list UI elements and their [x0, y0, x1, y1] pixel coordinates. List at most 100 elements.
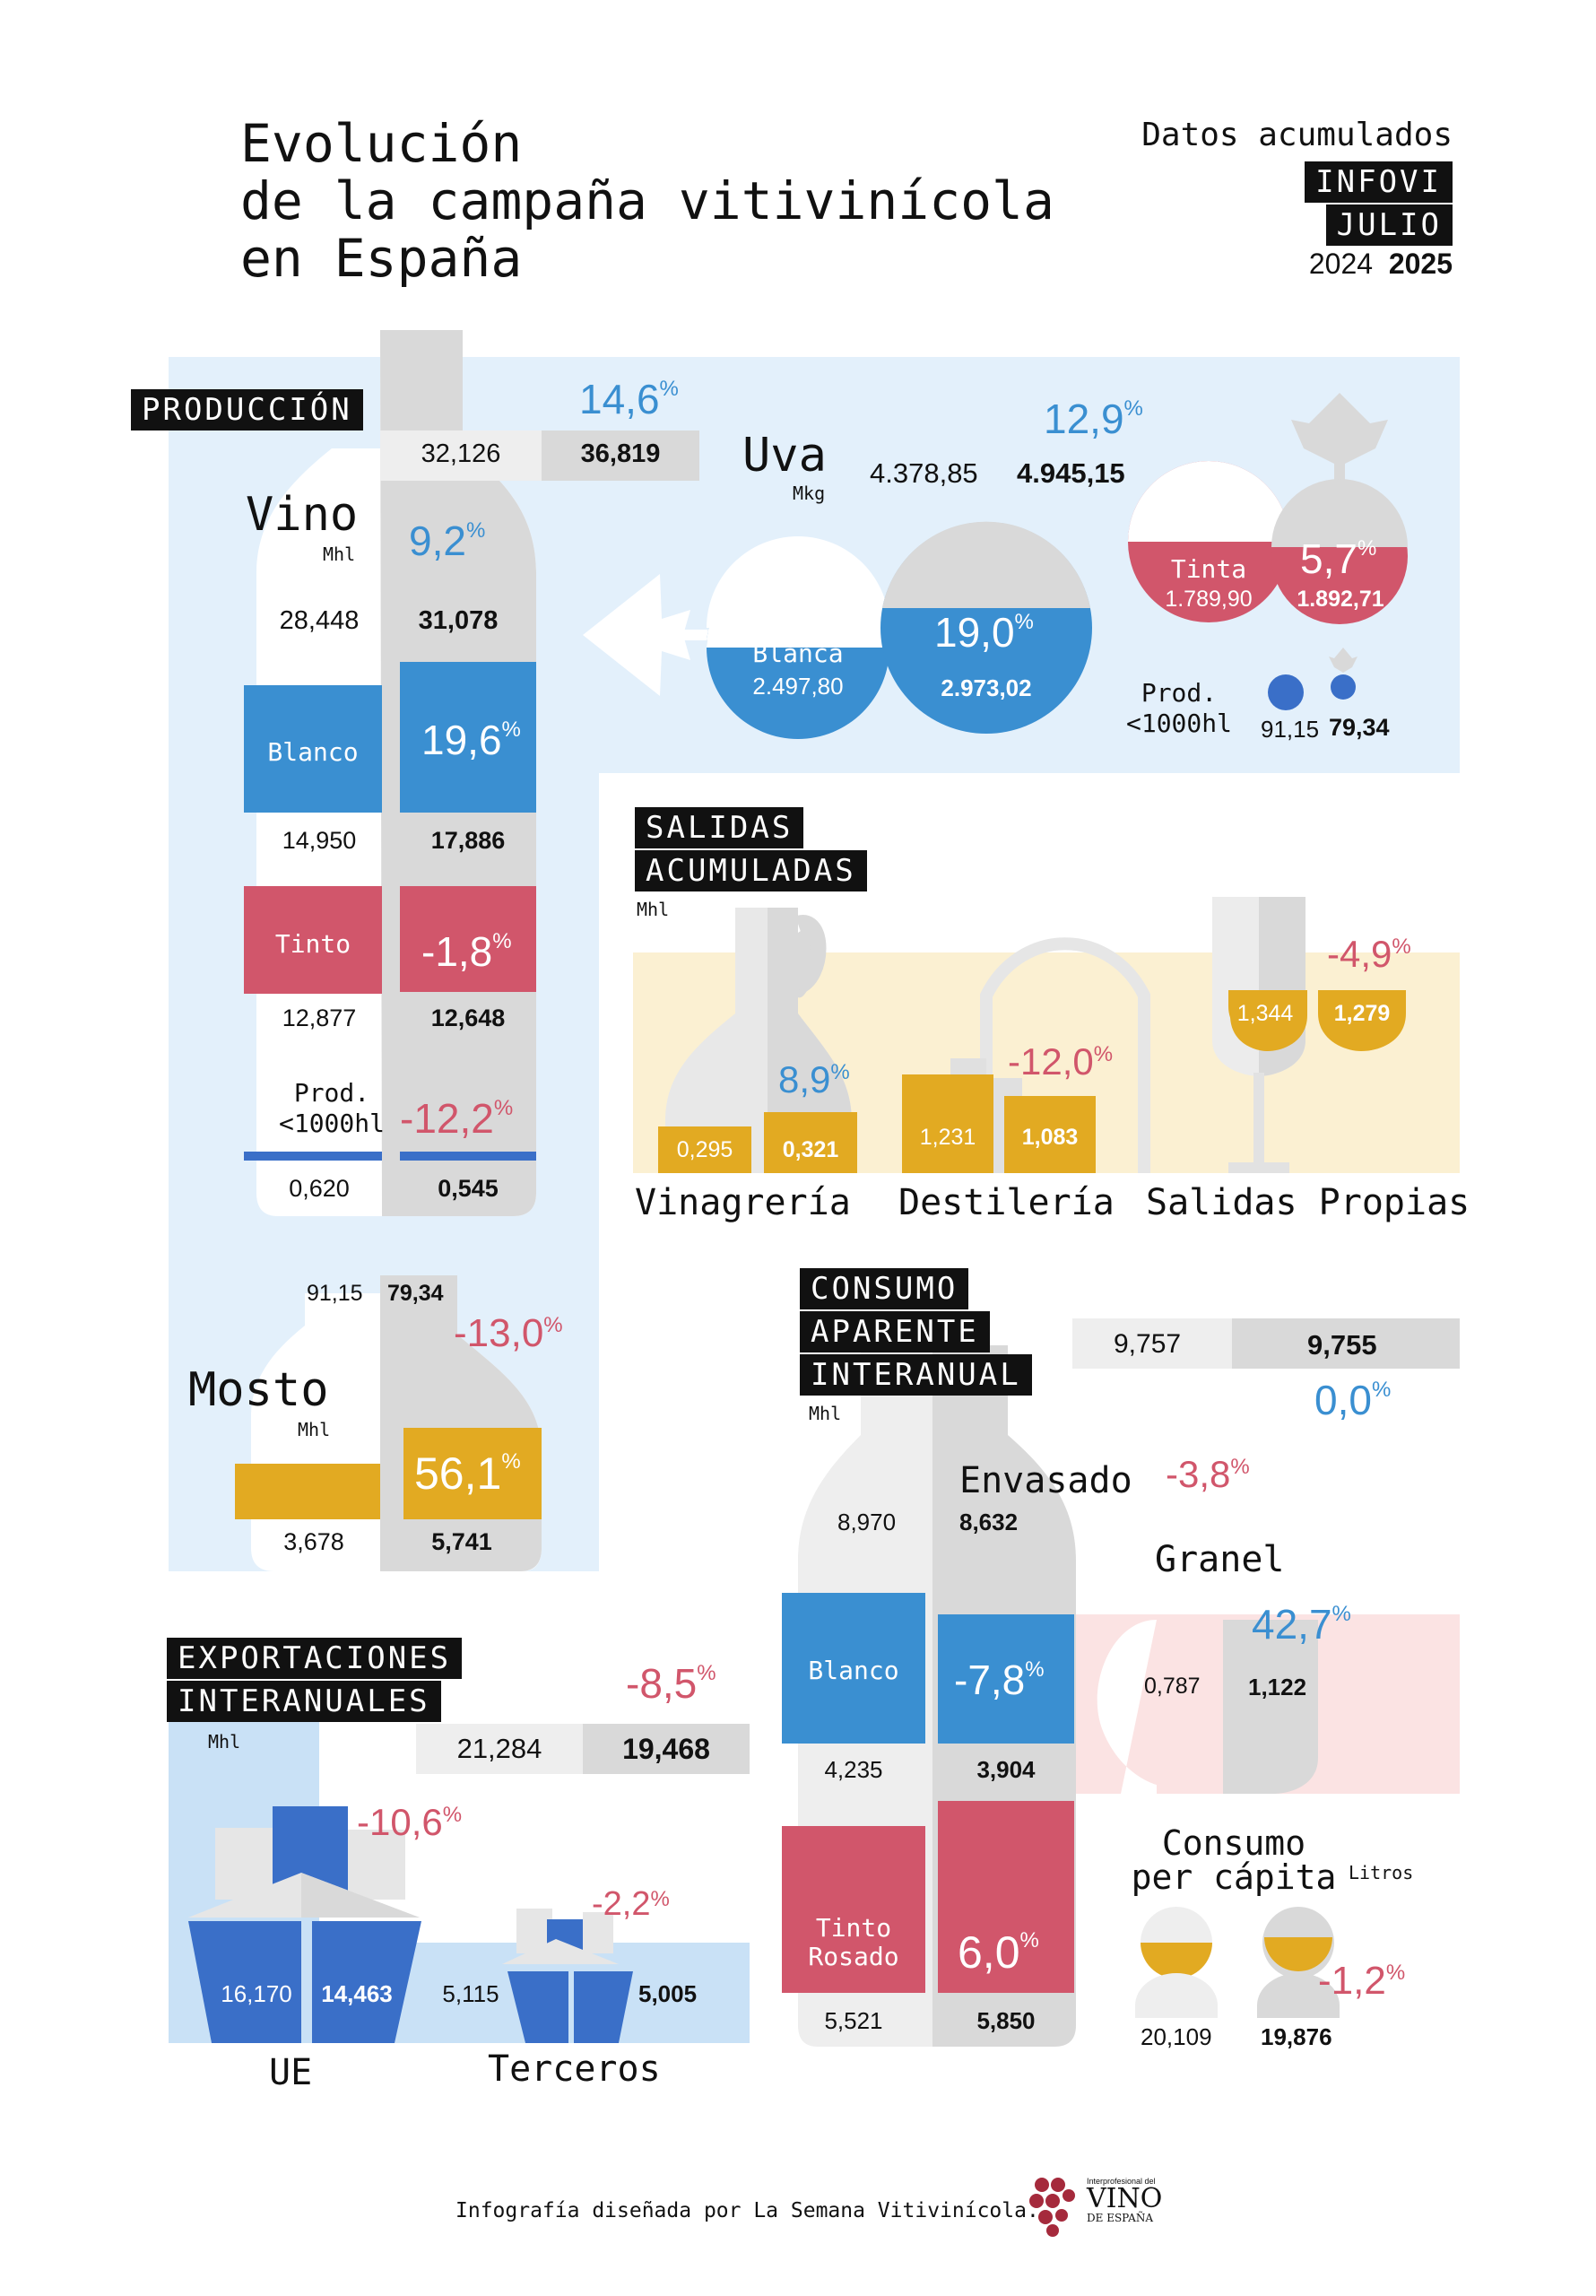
datos-acumulados: Datos acumulados — [1141, 117, 1453, 153]
propias-label: Salidas Propias — [1146, 1182, 1470, 1223]
logo-sub: DE ESPAÑA — [1087, 2212, 1153, 2224]
ue-pct: -10,6% — [357, 1801, 463, 1843]
vin-prev: 0,295 — [676, 1137, 733, 1162]
consumo-blanco-label: Blanco — [808, 1656, 899, 1685]
consumo-label-1: CONSUMO — [800, 1268, 969, 1309]
percapita-curr: 19,876 — [1261, 2023, 1332, 2050]
pro-prev: 1,344 — [1236, 1001, 1294, 1026]
vino-pct: 9,2% — [409, 517, 486, 564]
mosto-top-prev: 91,15 — [307, 1281, 363, 1306]
title-line-1: Evolución — [240, 113, 523, 174]
terceros-prev: 5,115 — [442, 1980, 499, 2007]
consumo-label-2: APARENTE — [800, 1311, 990, 1352]
mosto-unit: Mhl — [298, 1419, 331, 1440]
uva-pct: 12,9% — [1044, 396, 1143, 442]
footer-credit: Infografía diseñada por La Semana Vitivi… — [455, 2199, 1039, 2222]
consumo-blanco-bar-prev — [782, 1593, 925, 1744]
consumo-tinto-prev: 5,521 — [824, 2007, 883, 2034]
uva-prod-curr: 79,34 — [1329, 714, 1390, 741]
pro-curr: 1,279 — [1333, 1001, 1391, 1026]
blanca-label: Blanca — [752, 639, 844, 668]
tinto-label: Tinto — [274, 929, 351, 959]
grape-logo-icon — [1029, 2178, 1075, 2237]
export-top-prev: 21,284 — [456, 1733, 542, 1764]
ue-curr: 14,463 — [321, 1980, 393, 2007]
salidas-label-1: SALIDAS — [635, 807, 804, 848]
vino-label: Vino — [246, 488, 359, 542]
consumo-tinto-curr: 5,850 — [976, 2007, 1036, 2034]
blanco-curr: 17,886 — [430, 827, 506, 854]
des-pct: -12,0% — [1008, 1040, 1114, 1083]
years: 2024 2025 — [1309, 248, 1453, 281]
blanco-prev: 14,950 — [282, 827, 357, 854]
tinto-prev: 12,877 — [282, 1004, 357, 1031]
consumo-unit: Mhl — [809, 1403, 842, 1424]
mosto-top-pct: -13,0% — [454, 1311, 563, 1355]
consumo-top-curr: 9,755 — [1307, 1329, 1377, 1361]
produccion-top-prev: 32,126 — [421, 439, 501, 468]
mosto-pct: 56,1% — [414, 1448, 521, 1499]
prod-small-pct: -12,2% — [400, 1095, 514, 1142]
prod-small-bar-prev — [244, 1152, 382, 1161]
envasado-curr: 8,632 — [959, 1509, 1019, 1535]
vino-unit: Mhl — [323, 544, 356, 565]
blanca-pct: 19,0% — [934, 609, 1034, 656]
infovi-badge: INFOVI — [1305, 161, 1453, 203]
prod-small-prev: 0,620 — [289, 1175, 350, 1202]
tinto-pct: -1,8% — [421, 928, 512, 975]
prod-small-label: Prod. <1000hl — [278, 1078, 385, 1138]
salidas-label-2: ACUMULADAS — [635, 850, 867, 891]
percapita-label: Consumo per cápita — [1131, 1823, 1337, 1897]
blanca-prev: 2.497,80 — [752, 673, 844, 700]
salidas-unit: Mhl — [637, 899, 670, 920]
julio-badge: JULIO — [1325, 204, 1453, 246]
des-prev: 1,231 — [919, 1125, 976, 1150]
granel-label: Granel — [1155, 1539, 1285, 1580]
logo-small: Interprofesional del — [1087, 2177, 1156, 2186]
tinto-bar-curr — [400, 886, 536, 992]
envasado-prev: 8,970 — [837, 1509, 897, 1535]
envasado-label: Envasado — [959, 1460, 1132, 1501]
consumo-blanco-curr: 3,904 — [976, 1756, 1036, 1783]
envasado-pct: -3,8% — [1166, 1453, 1250, 1495]
mosto-label: Mosto — [188, 1363, 329, 1417]
vin-pct: 8,9% — [778, 1058, 850, 1100]
export-top-curr: 19,468 — [622, 1733, 710, 1765]
consumo-top-pct: 0,0% — [1314, 1377, 1392, 1423]
vinagreria-label: Vinagrería — [635, 1182, 851, 1223]
year-prev: 2024 — [1308, 248, 1374, 280]
consumo-blanco-bar-curr — [938, 1614, 1074, 1744]
vino-curr: 31,078 — [418, 606, 499, 635]
year-curr: 2025 — [1388, 248, 1453, 280]
export-unit: Mhl — [208, 1731, 241, 1752]
blanco-bar-prev — [244, 685, 382, 813]
vino-prev: 28,448 — [279, 606, 360, 635]
des-curr: 1,083 — [1021, 1125, 1079, 1150]
page-title: Evolución de la campaña vitivinícola en … — [240, 115, 1054, 287]
prod-small-curr: 0,545 — [438, 1175, 499, 1202]
tinta-pct: 5,7% — [1300, 535, 1377, 582]
destileria-label: Destilería — [898, 1182, 1115, 1223]
terceros-pct: -2,2% — [592, 1885, 670, 1923]
granel-pct: 42,7% — [1252, 1601, 1351, 1648]
ue-label: UE — [269, 2052, 313, 2093]
vin-curr: 0,321 — [782, 1137, 839, 1162]
uva-unit: Mkg — [793, 483, 826, 504]
produccion-top-curr: 36,819 — [580, 439, 661, 468]
ue-prev: 16,170 — [221, 1980, 292, 2007]
blanca-curr: 2.973,02 — [941, 674, 1032, 701]
consumo-tinto-pct: 6,0% — [958, 1927, 1039, 1978]
tinto-curr: 12,648 — [430, 1004, 506, 1031]
consumo-tinto-bar-curr — [938, 1801, 1074, 1993]
pro-pct: -4,9% — [1327, 933, 1411, 975]
produccion-label: PRODUCCIÓN — [131, 389, 363, 430]
uva-label: Uva — [742, 429, 827, 483]
title-line-2: de la campaña vitivinícola — [240, 170, 1054, 231]
export-label-1: EXPORTACIONES — [167, 1638, 463, 1679]
consumo-tinto-bar-prev — [782, 1826, 925, 1993]
blanco-bar-curr — [400, 662, 536, 813]
tinta-label: Tinta — [1170, 554, 1247, 584]
terceros-curr: 5,005 — [638, 1980, 698, 2007]
prod-small-bar-curr — [400, 1152, 536, 1161]
